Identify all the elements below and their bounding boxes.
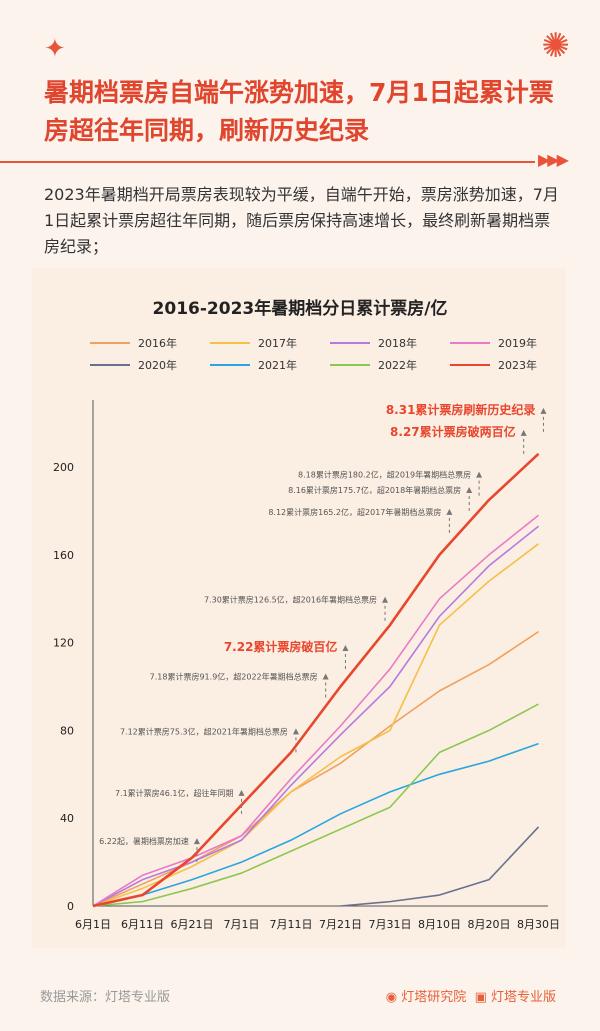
y-tick-label: 160 (53, 549, 74, 562)
logo-research: 灯塔研究院 (401, 990, 467, 1005)
annotation-arrowhead (540, 407, 547, 414)
series-line-2022年 (92, 703, 539, 907)
annotation-arrowhead (476, 471, 483, 478)
annotation-label: 7.30累计票房126.5亿，超2016年暑期档总票房 (204, 595, 377, 605)
sparkle-icon: ✦ (44, 34, 66, 64)
annotation-arrowhead (292, 728, 299, 735)
annotation-label: 7.1累计票房46.1亿，超往年同期 (115, 788, 234, 798)
legend-label: 2021年 (258, 358, 297, 372)
arrows-icon: ▶▶▶ (538, 150, 569, 169)
chart-title: 2016-2023年暑期档分日累计票房/亿 (153, 298, 448, 319)
annotation-label: 6.22起，暑期档票房加速 (99, 836, 189, 846)
legend-label: 2016年 (138, 336, 177, 350)
series-line-2016年 (92, 630, 539, 907)
series-line-2020年 (340, 826, 540, 907)
series-line-2021年 (92, 742, 539, 907)
x-tick-label: 7月31日 (369, 918, 412, 931)
x-tick-label: 8月10日 (418, 918, 461, 931)
legend-label: 2023年 (498, 358, 537, 372)
y-tick-label: 0 (67, 900, 74, 913)
logo-icon: ◉ (385, 990, 402, 1005)
annotation-label: 8.18累计票房180.2亿，超2019年暑期档总票房 (298, 470, 471, 480)
intro-text: 2023年暑期档开局票房表现较为平缓，自端午开始，票房涨势加速，7月1日起累计票… (44, 185, 559, 256)
logo-icon: ▣ (474, 990, 491, 1005)
y-tick-label: 200 (53, 461, 74, 474)
annotation-arrowhead (466, 486, 473, 493)
firework-icon: ✺ (541, 26, 571, 66)
annotation-label: 8.27累计票房破两百亿 (390, 424, 516, 439)
annotation-label: 7.12累计票房75.3亿，超2021年暑期档总票房 (120, 726, 288, 736)
legend-label: 2020年 (138, 358, 177, 372)
annotation-arrowhead (238, 789, 245, 796)
x-tick-label: 7月11日 (270, 918, 313, 931)
y-tick-label: 40 (60, 812, 74, 825)
data-source: 数据来源：灯塔专业版 (40, 990, 171, 1005)
annotation-label: 7.18累计票房91.9亿，超2022年暑期档总票房 (150, 672, 318, 682)
legend-label: 2019年 (498, 336, 537, 350)
x-tick-label: 8月30日 (517, 918, 560, 931)
x-tick-label: 6月11日 (121, 918, 164, 931)
divider (0, 161, 535, 163)
annotation-label: 8.12累计票房165.2亿，超2017年暑期档总票房 (268, 507, 441, 517)
annotation-arrowhead (446, 508, 453, 515)
annotation-arrowhead (342, 644, 349, 651)
annotation-label: 8.31累计票房刷新历史纪录 (386, 402, 536, 417)
annotation-arrowhead (193, 838, 200, 845)
page-title: 暑期档票房自端午涨势加速，7月1日起累计票房超往年同期，刷新历史纪录 (44, 78, 554, 145)
y-tick-label: 120 (53, 637, 74, 650)
series-line-2023年 (92, 452, 540, 908)
annotation-label: 7.22累计票房破百亿 (224, 639, 338, 654)
x-tick-label: 7月21日 (319, 918, 362, 931)
legend-label: 2018年 (378, 336, 417, 350)
x-tick-label: 6月21日 (171, 918, 214, 931)
logos: ◉ 灯塔研究院 ▣ 灯塔专业版 (386, 986, 556, 1005)
legend-label: 2017年 (258, 336, 297, 350)
y-tick-label: 80 (60, 724, 74, 737)
x-tick-label: 8月20日 (468, 918, 511, 931)
logo-pro: 灯塔专业版 (490, 990, 556, 1005)
chart-card (32, 268, 566, 948)
annotation-arrowhead (520, 429, 527, 436)
legend-label: 2022年 (378, 358, 417, 372)
annotation-arrowhead (382, 596, 389, 603)
annotation-label: 8.16累计票房175.7亿，超2018年暑期档总票房 (288, 485, 461, 495)
series-line-2019年 (92, 514, 539, 907)
annotation-arrowhead (322, 673, 329, 680)
series-line-2018年 (92, 525, 539, 907)
x-tick-label: 6月1日 (75, 918, 111, 931)
x-tick-label: 7月1日 (224, 918, 260, 931)
